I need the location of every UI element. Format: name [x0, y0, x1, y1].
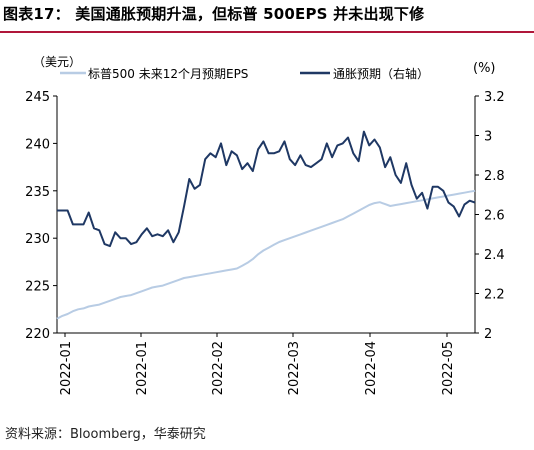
source-note: 资料来源：Bloomberg，华泰研究	[5, 427, 206, 442]
right-tick-label: 2.8	[484, 169, 505, 184]
x-tick-label: 2022-02	[211, 341, 226, 395]
x-tick-label: 2022-01	[59, 341, 74, 395]
title-divider	[0, 31, 534, 33]
left-tick-label: 235	[25, 185, 50, 200]
right-tick-label: 3	[484, 130, 492, 145]
right-tick-label: 2.6	[484, 209, 505, 224]
left-tick-label: 225	[25, 280, 50, 295]
right-unit-label: (%)	[473, 61, 496, 76]
right-tick-label: 2.2	[484, 288, 505, 303]
legend: 标普500 未来12个月预期EPS 通胀预期（右轴）	[60, 66, 429, 81]
right-tick-label: 3.2	[484, 90, 505, 105]
chart-title: 图表17： 美国通胀预期升温，但标普 500EPS 并未出现下修	[3, 5, 425, 23]
inflation-series-line	[57, 130, 476, 248]
left-tick-label: 240	[25, 137, 50, 152]
eps-series-line	[56, 189, 476, 320]
x-tick-label: 2022-01	[135, 341, 150, 395]
x-tick-label: 2022-04	[364, 341, 379, 395]
legend-label: 通胀预期（右轴）	[333, 66, 429, 81]
axis-layer: 220 225 230 235 240 245 2 2.2 2.4 2.6 2.8 3 3.2 （美元） (…	[25, 55, 505, 395]
right-tick-label: 2.4	[484, 248, 505, 263]
x-tick-label: 2022-03	[287, 341, 302, 395]
left-tick-label: 220	[25, 327, 50, 342]
series-layer	[56, 130, 476, 320]
left-tick-label: 230	[25, 232, 50, 247]
x-tick-label: 2022-05	[441, 341, 456, 395]
right-tick-label: 2	[484, 327, 492, 342]
chart: 220 225 230 235 240 245 2 2.2 2.4 2.6 2.8 3 3.2 （美元） (…	[25, 55, 505, 395]
left-unit-label: （美元）	[33, 55, 81, 69]
left-tick-label: 245	[25, 90, 50, 105]
legend-label: 标普500 未来12个月预期EPS	[88, 67, 248, 81]
